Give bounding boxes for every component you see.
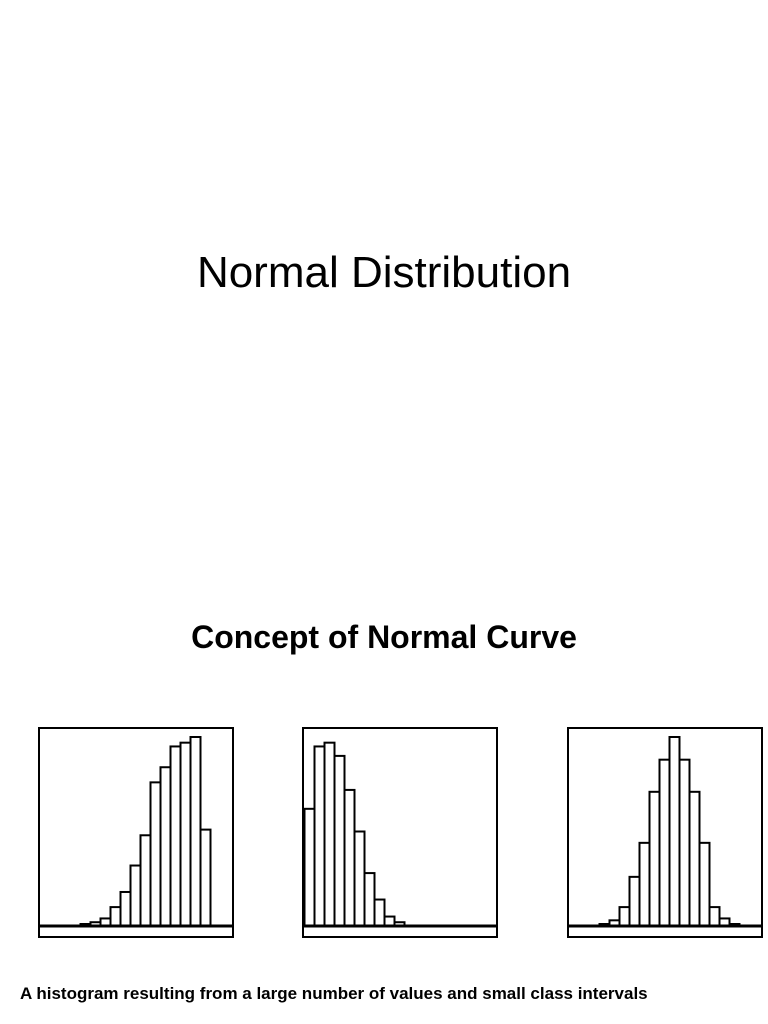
histogram-bar [109, 906, 122, 928]
histogram-bar [323, 741, 336, 928]
histogram-bar [159, 766, 172, 927]
histogram-bar [169, 745, 182, 928]
histogram-bar [688, 790, 701, 928]
histogram-bar [628, 875, 641, 927]
histogram-bar [343, 788, 356, 927]
histogram-bar [119, 890, 132, 927]
histogram-2-chart [304, 741, 496, 928]
histogram-bar [618, 906, 631, 928]
histogram-bar [353, 830, 366, 927]
histogram-bar [139, 834, 152, 927]
histogram-bar [638, 841, 651, 927]
histogram-bar [333, 754, 346, 928]
histogram-skewed-right [302, 727, 498, 938]
histogram-skewed-left [38, 727, 234, 938]
page-title: Normal Distribution [196, 248, 572, 297]
histogram-3-chart [569, 736, 761, 928]
histogram-bar [313, 745, 326, 928]
histogram-bar [698, 841, 711, 927]
histogram-bar [658, 758, 671, 928]
histogram-bar [189, 736, 202, 927]
histogram-caption: A histogram resulting from a large numbe… [20, 984, 648, 1003]
histogram-bar [678, 758, 691, 928]
histogram-bar [304, 807, 316, 927]
histogram-bar [199, 828, 212, 927]
histogram-bar [363, 872, 376, 927]
histogram-1-chart [40, 736, 232, 928]
histogram-bar [668, 736, 681, 927]
histogram-bar [149, 781, 162, 927]
histogram-normal [567, 727, 763, 938]
histogram-bar [648, 790, 661, 928]
histogram-bar [373, 898, 386, 927]
section-heading: Concept of Normal Curve [191, 619, 577, 655]
histogram-bar [708, 906, 721, 928]
histogram-bar [129, 864, 142, 928]
histogram-bar [179, 741, 192, 928]
